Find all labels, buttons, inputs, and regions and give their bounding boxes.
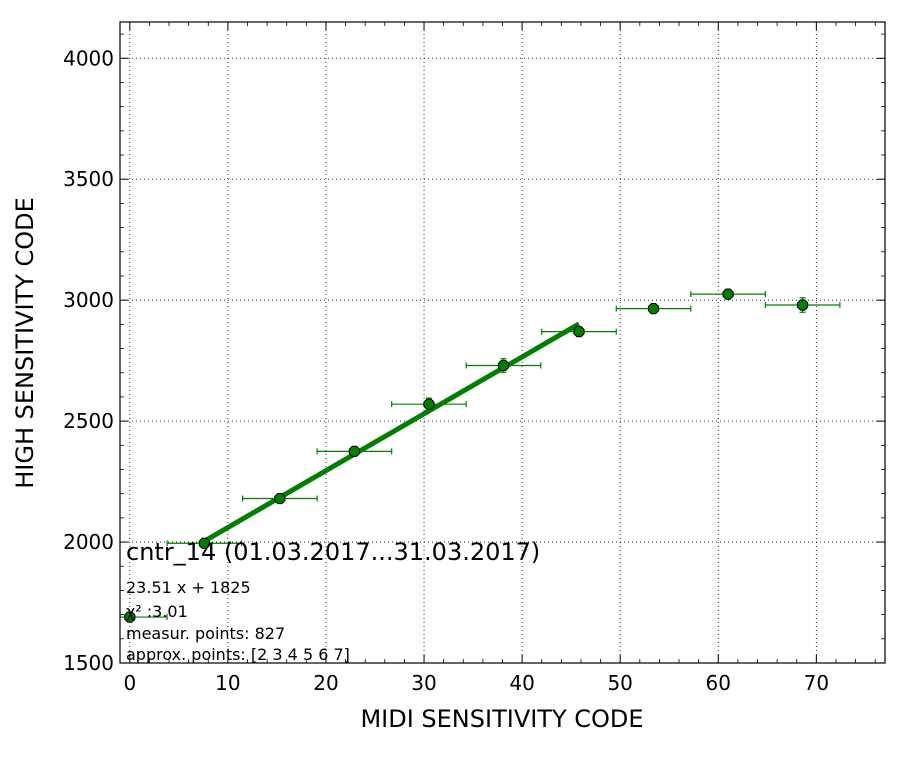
x-tick-label: 0	[123, 671, 136, 695]
fit-line	[203, 321, 581, 544]
x-tick-label: 20	[313, 671, 338, 695]
data-series	[120, 288, 841, 623]
y-tick-label: 2500	[63, 409, 114, 433]
x-tick-label: 10	[215, 671, 240, 695]
minor-ticks	[120, 22, 885, 664]
plot-frame	[119, 21, 886, 664]
annotation-approx-points: approx. points: [2 3 4 5 6 7]	[126, 645, 350, 664]
annotation-measur-points: measur. points: 827	[126, 624, 285, 643]
x-axis-title: MIDI SENSITIVITY CODE	[360, 705, 643, 733]
y-tick-label: 1500	[63, 651, 114, 675]
data-point	[124, 611, 136, 623]
y-tick-label: 3500	[63, 167, 114, 191]
x-tick-label: 60	[706, 671, 731, 695]
data-point	[423, 398, 435, 410]
x-tick-label: 30	[411, 671, 436, 695]
y-tick-label: 4000	[63, 46, 114, 70]
grid	[120, 22, 885, 664]
y-tick-label: 2000	[63, 530, 114, 554]
data-point	[797, 299, 809, 311]
data-point	[198, 537, 210, 549]
data-point	[573, 326, 585, 338]
tick-labels: 0 10 20 30 40 50 60 70 1500 2000 2500 3000 3500 4000	[63, 46, 829, 695]
data-point	[497, 359, 510, 372]
annotation-chi2: χ² :3.01	[126, 602, 188, 621]
data-point	[274, 492, 286, 505]
annotation-box: cntr_14 (01.03.2017...31.03.2017) 23.51 …	[126, 538, 540, 664]
plot-area	[120, 22, 885, 663]
y-tick-label: 3000	[63, 288, 114, 312]
y-axis-title: HIGH SENSITIVITY CODE	[11, 197, 39, 489]
x-tick-label: 50	[607, 671, 632, 695]
data-point	[722, 288, 734, 300]
annotation-equation: 23.51 x + 1825	[126, 578, 251, 597]
data-point	[348, 445, 360, 457]
x-tick-label: 70	[804, 671, 829, 695]
annotation-title: cntr_14 (01.03.2017...31.03.2017)	[126, 538, 540, 566]
x-tick-label: 40	[509, 671, 534, 695]
data-point	[647, 303, 660, 315]
